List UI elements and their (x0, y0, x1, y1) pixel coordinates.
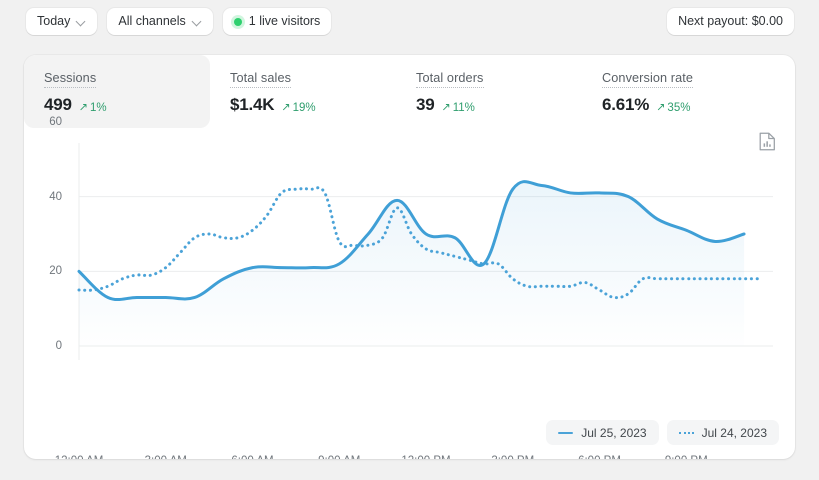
analytics-card: Sessions 499 ↗ 1% Total sales $1.4K ↗ 19… (24, 55, 795, 459)
live-visitors-label: 1 live visitors (248, 14, 321, 29)
metric-delta: ↗ 1% (79, 102, 107, 114)
chart-plot-area (77, 143, 773, 360)
chart-area-fill (79, 181, 745, 346)
x-axis-tick-label: 9:00 AM (318, 455, 360, 459)
next-payout-label: Next payout: $0.00 (678, 14, 783, 29)
metric-value-row: 39 ↗ 11% (416, 95, 582, 115)
chart-line-previous-day (77, 186, 761, 300)
top-toolbar: Today All channels 1 live visitors Next … (0, 0, 819, 43)
metric-delta: ↗ 19% (281, 102, 315, 114)
legend-label: Jul 25, 2023 (581, 425, 647, 440)
toolbar-filters: Today All channels 1 live visitors (26, 8, 332, 35)
metrics-strip: Sessions 499 ↗ 1% Total sales $1.4K ↗ 19… (24, 55, 795, 128)
x-axis: 12:00 AM 3:00 AM 6:00 AM 9:00 AM 12:00 PM 3:0… (24, 455, 795, 459)
metric-tab-total-sales[interactable]: Total sales $1.4K ↗ 19% (210, 55, 396, 128)
metric-label: Conversion rate (602, 71, 694, 88)
next-payout-button[interactable]: Next payout: $0.00 (667, 8, 794, 35)
sessions-chart: 0 20 40 60 (24, 116, 795, 413)
metric-label: Total sales (230, 71, 292, 88)
metric-delta-value: 11% (452, 101, 475, 114)
channel-filter-label: All channels (118, 14, 186, 29)
y-axis-tick-label: 0 (55, 340, 62, 352)
metric-tab-total-orders[interactable]: Total orders 39 ↗ 11% (396, 55, 582, 128)
channel-filter[interactable]: All channels (107, 8, 213, 35)
arrow-up-icon: ↗ (281, 101, 291, 114)
x-axis-tick-label: 9:00 PM (665, 455, 708, 459)
x-axis-tick-label: 12:00 PM (401, 455, 450, 459)
y-axis-tick-label: 60 (49, 116, 62, 128)
metric-value: 6.61% (602, 95, 650, 114)
chart-legend: Jul 25, 2023 Jul 24, 2023 (546, 420, 779, 445)
metric-value: $1.4K (230, 95, 275, 114)
metric-delta-value: 19% (292, 101, 316, 114)
date-range-filter[interactable]: Today (26, 8, 98, 35)
metric-value-row: $1.4K ↗ 19% (230, 95, 396, 115)
x-axis-tick-label: 6:00 PM (578, 455, 621, 459)
metric-value: 499 (44, 95, 72, 114)
live-status-dot-icon (233, 17, 242, 26)
date-range-label: Today (37, 14, 71, 29)
arrow-up-icon: ↗ (656, 101, 666, 114)
metric-delta-value: 35% (667, 101, 691, 114)
metric-tab-sessions[interactable]: Sessions 499 ↗ 1% (24, 55, 210, 128)
chart-line-current-day (77, 180, 746, 302)
legend-item-current-day[interactable]: Jul 25, 2023 (546, 420, 659, 445)
dotted-line-swatch-icon (678, 431, 694, 434)
arrow-up-icon: ↗ (441, 101, 451, 114)
legend-label: Jul 24, 2023 (701, 425, 767, 440)
metric-value-row: 499 ↗ 1% (44, 95, 210, 115)
x-axis-tick-label: 3:00 AM (145, 455, 187, 459)
live-visitors-button[interactable]: 1 live visitors (222, 8, 332, 35)
metric-value: 39 (416, 95, 435, 114)
x-axis-tick-label: 6:00 AM (231, 455, 273, 459)
metric-delta-value: 1% (89, 101, 107, 114)
chevron-down-icon (193, 17, 202, 26)
report-document-icon (759, 132, 775, 150)
metric-tab-conversion-rate[interactable]: Conversion rate 6.61% ↗ 35% (582, 55, 768, 128)
y-axis: 0 20 40 60 (34, 116, 62, 413)
metric-delta: ↗ 11% (442, 102, 475, 114)
y-axis-tick-label: 20 (49, 265, 62, 278)
metric-delta: ↗ 35% (656, 102, 690, 114)
x-axis-tick-label: 12:00 AM (55, 455, 104, 459)
metric-label: Sessions (44, 71, 97, 88)
export-report-button[interactable] (754, 128, 780, 154)
chevron-down-icon (77, 17, 86, 26)
metric-label: Total orders (416, 71, 484, 88)
y-axis-tick-label: 40 (49, 190, 62, 203)
next-payout-container: Next payout: $0.00 (667, 8, 794, 35)
solid-line-swatch-icon (558, 431, 574, 434)
arrow-up-icon: ↗ (78, 101, 88, 114)
x-axis-tick-label: 3:00 PM (491, 455, 534, 459)
legend-item-previous-day[interactable]: Jul 24, 2023 (666, 420, 779, 445)
metric-value-row: 6.61% ↗ 35% (602, 95, 768, 115)
